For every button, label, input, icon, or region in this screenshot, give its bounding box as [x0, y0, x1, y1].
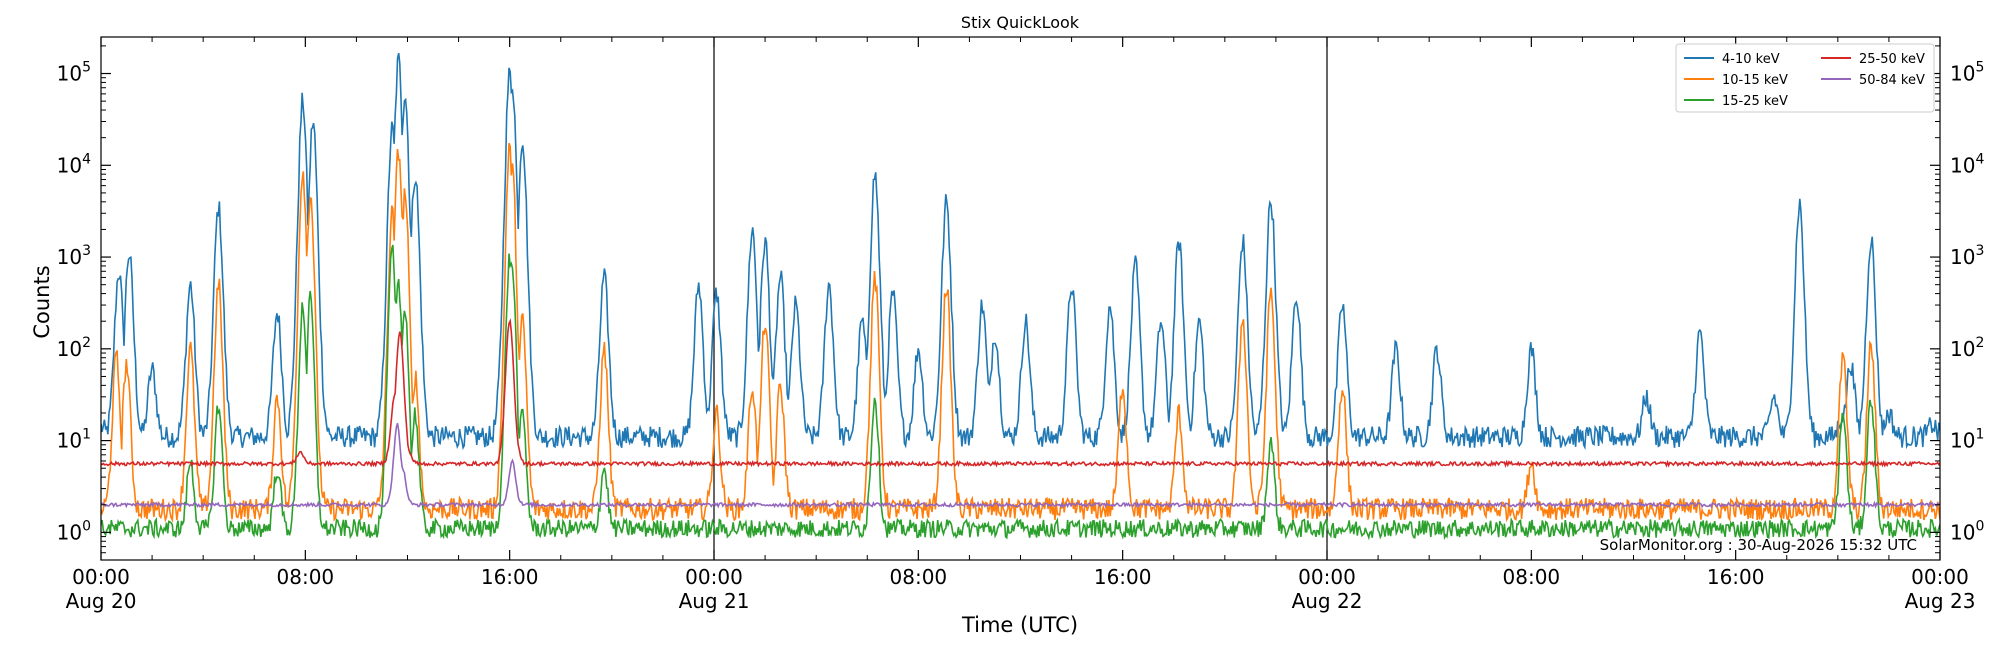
y-tick-label-left: 105 — [57, 60, 91, 86]
x-tick-label: 00:00 — [1911, 565, 1969, 589]
legend-entry-label: 50-84 keV — [1859, 73, 1925, 88]
x-tick-date-label: Aug 22 — [1292, 589, 1363, 613]
y-tick-label-right: 100 — [1950, 518, 1984, 544]
y-tick-label-left: 101 — [57, 427, 91, 453]
x-tick-label: 16:00 — [1707, 565, 1765, 589]
x-tick-label: 08:00 — [277, 565, 335, 589]
series-line-15-25-kev — [101, 244, 1940, 541]
x-tick-label: 00:00 — [1298, 565, 1356, 589]
x-tick-date-label: Aug 21 — [679, 589, 750, 613]
x-tick-label: 16:00 — [481, 565, 539, 589]
y-tick-label-left: 100 — [57, 518, 91, 544]
series-line-25-50-kev — [101, 318, 1940, 468]
chart-title: Stix QuickLook — [961, 13, 1080, 32]
series-line-4-10-kev — [101, 52, 1940, 451]
y-axis-label: Counts — [30, 265, 54, 338]
legend-entry-label: 4-10 keV — [1722, 52, 1780, 67]
x-tick-date-label: Aug 20 — [66, 589, 137, 613]
x-tick-label: 08:00 — [890, 565, 948, 589]
y-tick-label-right: 103 — [1950, 243, 1984, 269]
legend-entry-label: 25-50 keV — [1859, 52, 1925, 67]
y-tick-label-left: 104 — [57, 151, 91, 177]
x-tick-label: 00:00 — [685, 565, 743, 589]
x-axis-label: Time (UTC) — [961, 613, 1078, 637]
y-tick-label-right: 102 — [1950, 335, 1984, 361]
x-tick-label: 00:00 — [72, 565, 130, 589]
watermark-annotation: SolarMonitor.org : 30-Aug-2026 15:32 UTC — [1600, 536, 1917, 554]
plot-frame — [100, 36, 1941, 561]
series-line-50-84-kev — [101, 422, 1940, 510]
series-line-10-15-kev — [101, 142, 1940, 523]
y-tick-label-right: 105 — [1950, 60, 1984, 86]
legend-entry-label: 10-15 keV — [1722, 73, 1788, 88]
legend-box — [1675, 43, 1935, 113]
y-tick-label-right: 101 — [1950, 427, 1984, 453]
legend: 4-10 keV 10-15 keV 15-25 keV 25-50 keV 50-84… — [1675, 43, 1935, 113]
x-tick-label: 16:00 — [1094, 565, 1152, 589]
legend-entry-label: 15-25 keV — [1722, 94, 1788, 109]
x-tick-label: 08:00 — [1503, 565, 1561, 589]
y-tick-label-left: 102 — [57, 335, 91, 361]
y-tick-label-right: 104 — [1950, 151, 1984, 177]
x-tick-date-label: Aug 23 — [1905, 589, 1976, 613]
y-tick-label-left: 103 — [57, 243, 91, 269]
